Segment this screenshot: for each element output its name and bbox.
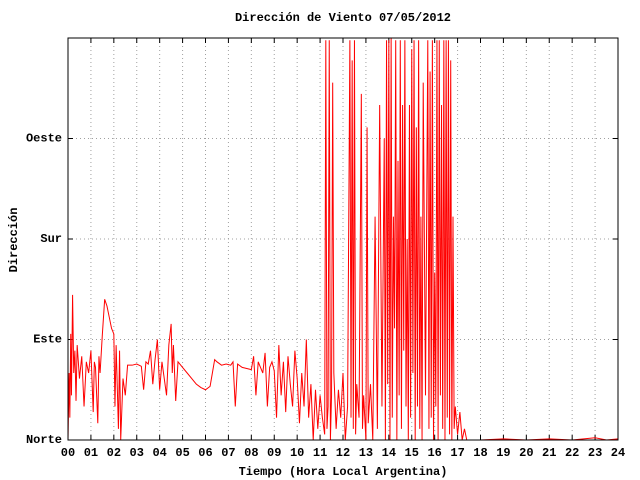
y-tick-label: Oeste — [26, 132, 62, 146]
x-tick-label: 01 — [84, 446, 98, 460]
x-tick-label: 05 — [175, 446, 189, 460]
x-tick-label: 20 — [519, 446, 533, 460]
x-tick-label: 16 — [427, 446, 441, 460]
x-tick-label: 21 — [542, 446, 556, 460]
x-tick-label: 15 — [405, 446, 419, 460]
x-tick-label: 07 — [221, 446, 235, 460]
x-tick-label: 11 — [313, 446, 327, 460]
x-axis-label: Tiempo (Hora Local Argentina) — [239, 465, 448, 479]
y-tick-label: Sur — [40, 232, 62, 246]
x-tick-label: 00 — [61, 446, 75, 460]
x-tick-label: 10 — [290, 446, 304, 460]
chart-title: Dirección de Viento 07/05/2012 — [235, 11, 451, 25]
x-tick-label: 18 — [473, 446, 487, 460]
x-tick-label: 06 — [198, 446, 212, 460]
x-tick-label: 08 — [244, 446, 258, 460]
y-tick-label: Norte — [26, 433, 62, 447]
x-tick-label: 03 — [130, 446, 144, 460]
x-tick-label: 13 — [359, 446, 373, 460]
wind-direction-line — [67, 37, 619, 441]
x-tick-label: 09 — [267, 446, 281, 460]
x-tick-label: 12 — [336, 446, 350, 460]
y-axis-label: Dirección — [7, 208, 21, 273]
x-tick-label: 23 — [588, 446, 602, 460]
x-tick-label: 04 — [152, 446, 166, 460]
x-tick-label: 02 — [107, 446, 121, 460]
plot-border — [67, 37, 619, 441]
x-tick-label: 22 — [565, 446, 579, 460]
x-tick-label: 14 — [382, 446, 396, 460]
x-tick-label: 24 — [611, 446, 625, 460]
x-tick-label: 17 — [450, 446, 464, 460]
x-tick-label: 19 — [496, 446, 510, 460]
y-tick-label: Este — [33, 333, 62, 347]
